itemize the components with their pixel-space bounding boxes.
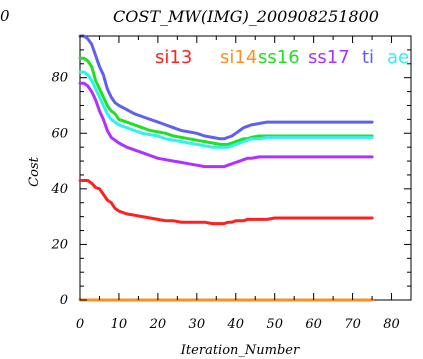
x-tick-label: 80 (383, 317, 400, 332)
x-tick-label: 70 (344, 317, 361, 332)
series-line-ss16 (78, 56, 374, 146)
legend-item-ti: ti (362, 47, 374, 68)
legend-item-si13: si13 (155, 47, 192, 68)
x-tick-label: 60 (305, 317, 322, 332)
x-axis-ticks: 0 10 20 30 40 50 60 70 80 (76, 36, 412, 332)
legend-item-ss16: ss16 (258, 47, 300, 68)
y-tick-label: 60 (51, 126, 68, 141)
y-tick-label: 80 (51, 71, 68, 86)
y-tick-label: 0 (60, 293, 68, 308)
series-layer (78, 34, 374, 302)
legend: si13 si14 ss16 ss17 ti ae (155, 47, 409, 68)
y-tick-label: 20 (50, 237, 68, 252)
series-line-si13 (78, 179, 374, 226)
x-tick-label: 0 (76, 317, 84, 332)
x-tick-label: 30 (189, 317, 206, 332)
x-axis-label: Iteration_Number (180, 343, 300, 358)
chart-title: COST_MW(IMG)_200908251800 (113, 7, 379, 26)
legend-item-ae: ae (387, 47, 409, 68)
y-axis-label: Cost (27, 156, 42, 186)
x-tick-label: 40 (226, 317, 244, 332)
plot-frame (79, 35, 412, 301)
x-tick-label: 10 (111, 317, 128, 332)
legend-item-si14: si14 (220, 47, 257, 68)
corner-label: 0 (0, 7, 10, 25)
y-axis-ticks: 0 20 40 60 80 (50, 35, 411, 308)
legend-item-ss17: ss17 (308, 47, 350, 68)
x-tick-label: 20 (149, 317, 167, 332)
x-tick-label: 50 (266, 317, 283, 332)
series-line-ae (78, 70, 374, 149)
series-line-ti (78, 34, 374, 141)
series-line-ss17 (78, 81, 374, 169)
y-tick-label: 40 (50, 182, 68, 197)
